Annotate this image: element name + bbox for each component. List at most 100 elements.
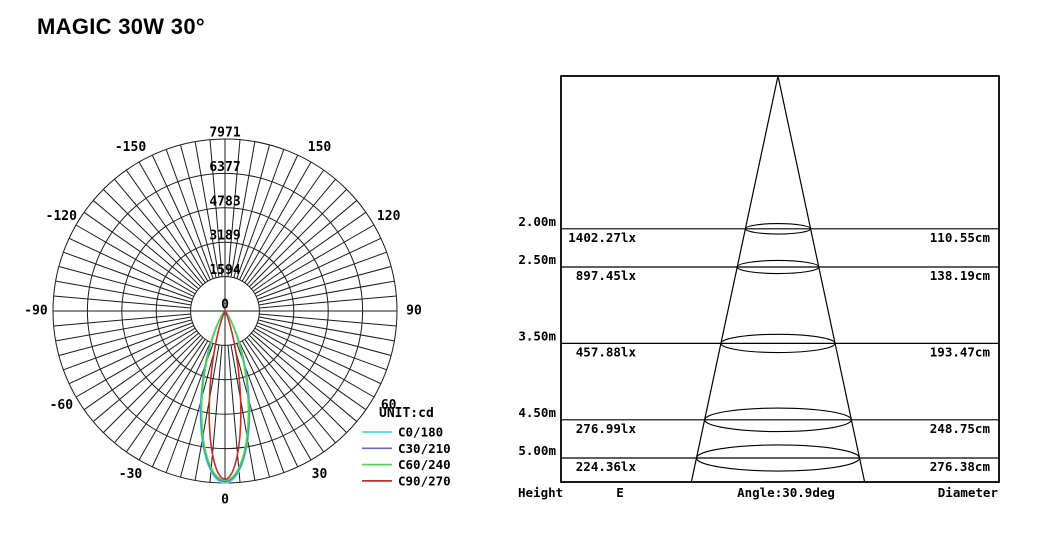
radial-scale-label: 7971 — [209, 126, 240, 141]
polar-spoke — [258, 316, 395, 342]
cone-edge-right — [777, 75, 866, 483]
radial-scale-label: 6377 — [209, 160, 240, 175]
intensity-curve-C90-270 — [208, 310, 242, 480]
legend-label: C90/270 — [398, 473, 451, 488]
polar-spoke — [252, 211, 367, 292]
angle-label: 60 — [381, 398, 397, 413]
polar-spoke — [103, 189, 202, 288]
polar-spoke — [248, 189, 347, 288]
polar-spoke — [244, 338, 325, 453]
illuminance-value: 224.36lx — [576, 459, 637, 474]
radial-scale-label: 0 — [221, 298, 229, 313]
angle-label: 120 — [377, 209, 401, 224]
polar-spoke — [138, 340, 209, 461]
polar-spoke — [75, 224, 196, 295]
polar-spoke — [53, 313, 191, 327]
polar-spoke — [258, 280, 395, 306]
polar-spoke — [230, 141, 256, 278]
polar-spoke — [254, 224, 375, 295]
polar-spoke — [194, 141, 220, 278]
polar-spoke — [227, 345, 241, 483]
polar-spoke — [241, 161, 312, 282]
legend-label: C60/240 — [398, 457, 451, 472]
cone-box — [560, 75, 1000, 483]
diameter-value: 248.75cm — [930, 421, 991, 436]
angle-label: 90 — [406, 304, 422, 319]
polar-spoke — [151, 341, 211, 468]
height-value: 5.00m — [518, 443, 556, 458]
polar-spoke — [53, 295, 191, 309]
polar-spoke — [248, 334, 347, 433]
polar-spoke — [125, 169, 206, 284]
angle-label: -90 — [24, 304, 48, 319]
polar-spoke — [55, 316, 192, 342]
polar-spoke — [251, 200, 358, 290]
intensity-curve-C60-240 — [200, 311, 250, 482]
polar-spoke — [209, 139, 223, 277]
angle-label: 150 — [308, 140, 332, 155]
polar-spoke — [246, 337, 336, 444]
page-title: MAGIC 30W 30° — [37, 14, 205, 39]
illuminance-value: 897.45lx — [576, 268, 637, 283]
legend-unit-label: UNIT:cd — [379, 406, 434, 421]
polar-spoke — [68, 237, 195, 297]
polar-spoke — [252, 330, 367, 411]
polar-spoke — [114, 337, 204, 444]
footer-e-label: E — [616, 485, 624, 500]
polar-spoke — [55, 280, 192, 306]
polar-spoke — [227, 139, 241, 277]
polar-spoke — [92, 332, 199, 422]
polar-spoke — [233, 144, 270, 278]
legend-label: C0/180 — [398, 425, 443, 440]
polar-spoke — [125, 338, 206, 453]
polar-spoke — [83, 330, 198, 411]
polar-intensity-chart: 0 1594 3189 4783 6377 7971 0 30 60 90 120 150 -30 -60… — [24, 126, 450, 508]
polar-spoke — [180, 344, 217, 478]
diameter-value: 276.38cm — [930, 459, 991, 474]
beam-ellipse — [695, 444, 861, 472]
polar-spoke — [236, 149, 285, 279]
polar-spoke — [251, 332, 358, 422]
angle-label: -30 — [119, 467, 143, 482]
polar-spoke — [241, 340, 312, 461]
polar-spoke — [63, 322, 193, 371]
polar-spoke — [259, 313, 397, 327]
diameter-value: 110.55cm — [930, 230, 991, 245]
angle-label: -120 — [46, 209, 77, 224]
polar-spoke — [254, 327, 375, 398]
angle-label: 0 — [221, 493, 229, 508]
polar-spoke — [259, 295, 397, 309]
footer-diameter-label: Diameter — [938, 485, 999, 500]
legend-label: C30/210 — [398, 441, 451, 456]
polar-spoke — [246, 178, 336, 285]
polar-spoke — [194, 344, 220, 481]
illuminance-value: 1402.27lx — [568, 230, 636, 245]
radial-scale-label: 4783 — [209, 194, 240, 209]
polar-spoke — [92, 200, 199, 290]
polar-spoke — [239, 341, 299, 468]
polar-spoke — [233, 344, 270, 478]
polar-spoke — [257, 251, 387, 300]
footer-beam-angle-label: Angle:30.9deg — [737, 485, 835, 500]
polar-spoke — [258, 266, 392, 303]
polar-spoke — [114, 178, 204, 285]
polar-spoke — [209, 345, 223, 483]
radial-scale-label: 1594 — [209, 263, 240, 278]
polar-spoke — [255, 237, 382, 297]
radial-scale-label: 3189 — [209, 229, 240, 244]
angle-label: -60 — [50, 398, 74, 413]
polar-spoke — [255, 325, 382, 385]
height-value: 3.50m — [518, 328, 556, 343]
polar-spoke — [83, 211, 198, 292]
angle-label: -150 — [115, 140, 146, 155]
beam-ellipse — [704, 407, 852, 433]
polar-spoke — [58, 266, 192, 303]
height-value: 4.50m — [518, 405, 556, 420]
beam-ellipse — [744, 223, 812, 235]
polar-spoke — [58, 319, 192, 356]
cone-edge-left — [690, 75, 779, 483]
cone-diagram-chart: 2.00m 1402.27lx 110.55cm 2.50m 897.45lx 138.1… — [518, 75, 1000, 500]
height-value: 2.50m — [518, 252, 556, 267]
